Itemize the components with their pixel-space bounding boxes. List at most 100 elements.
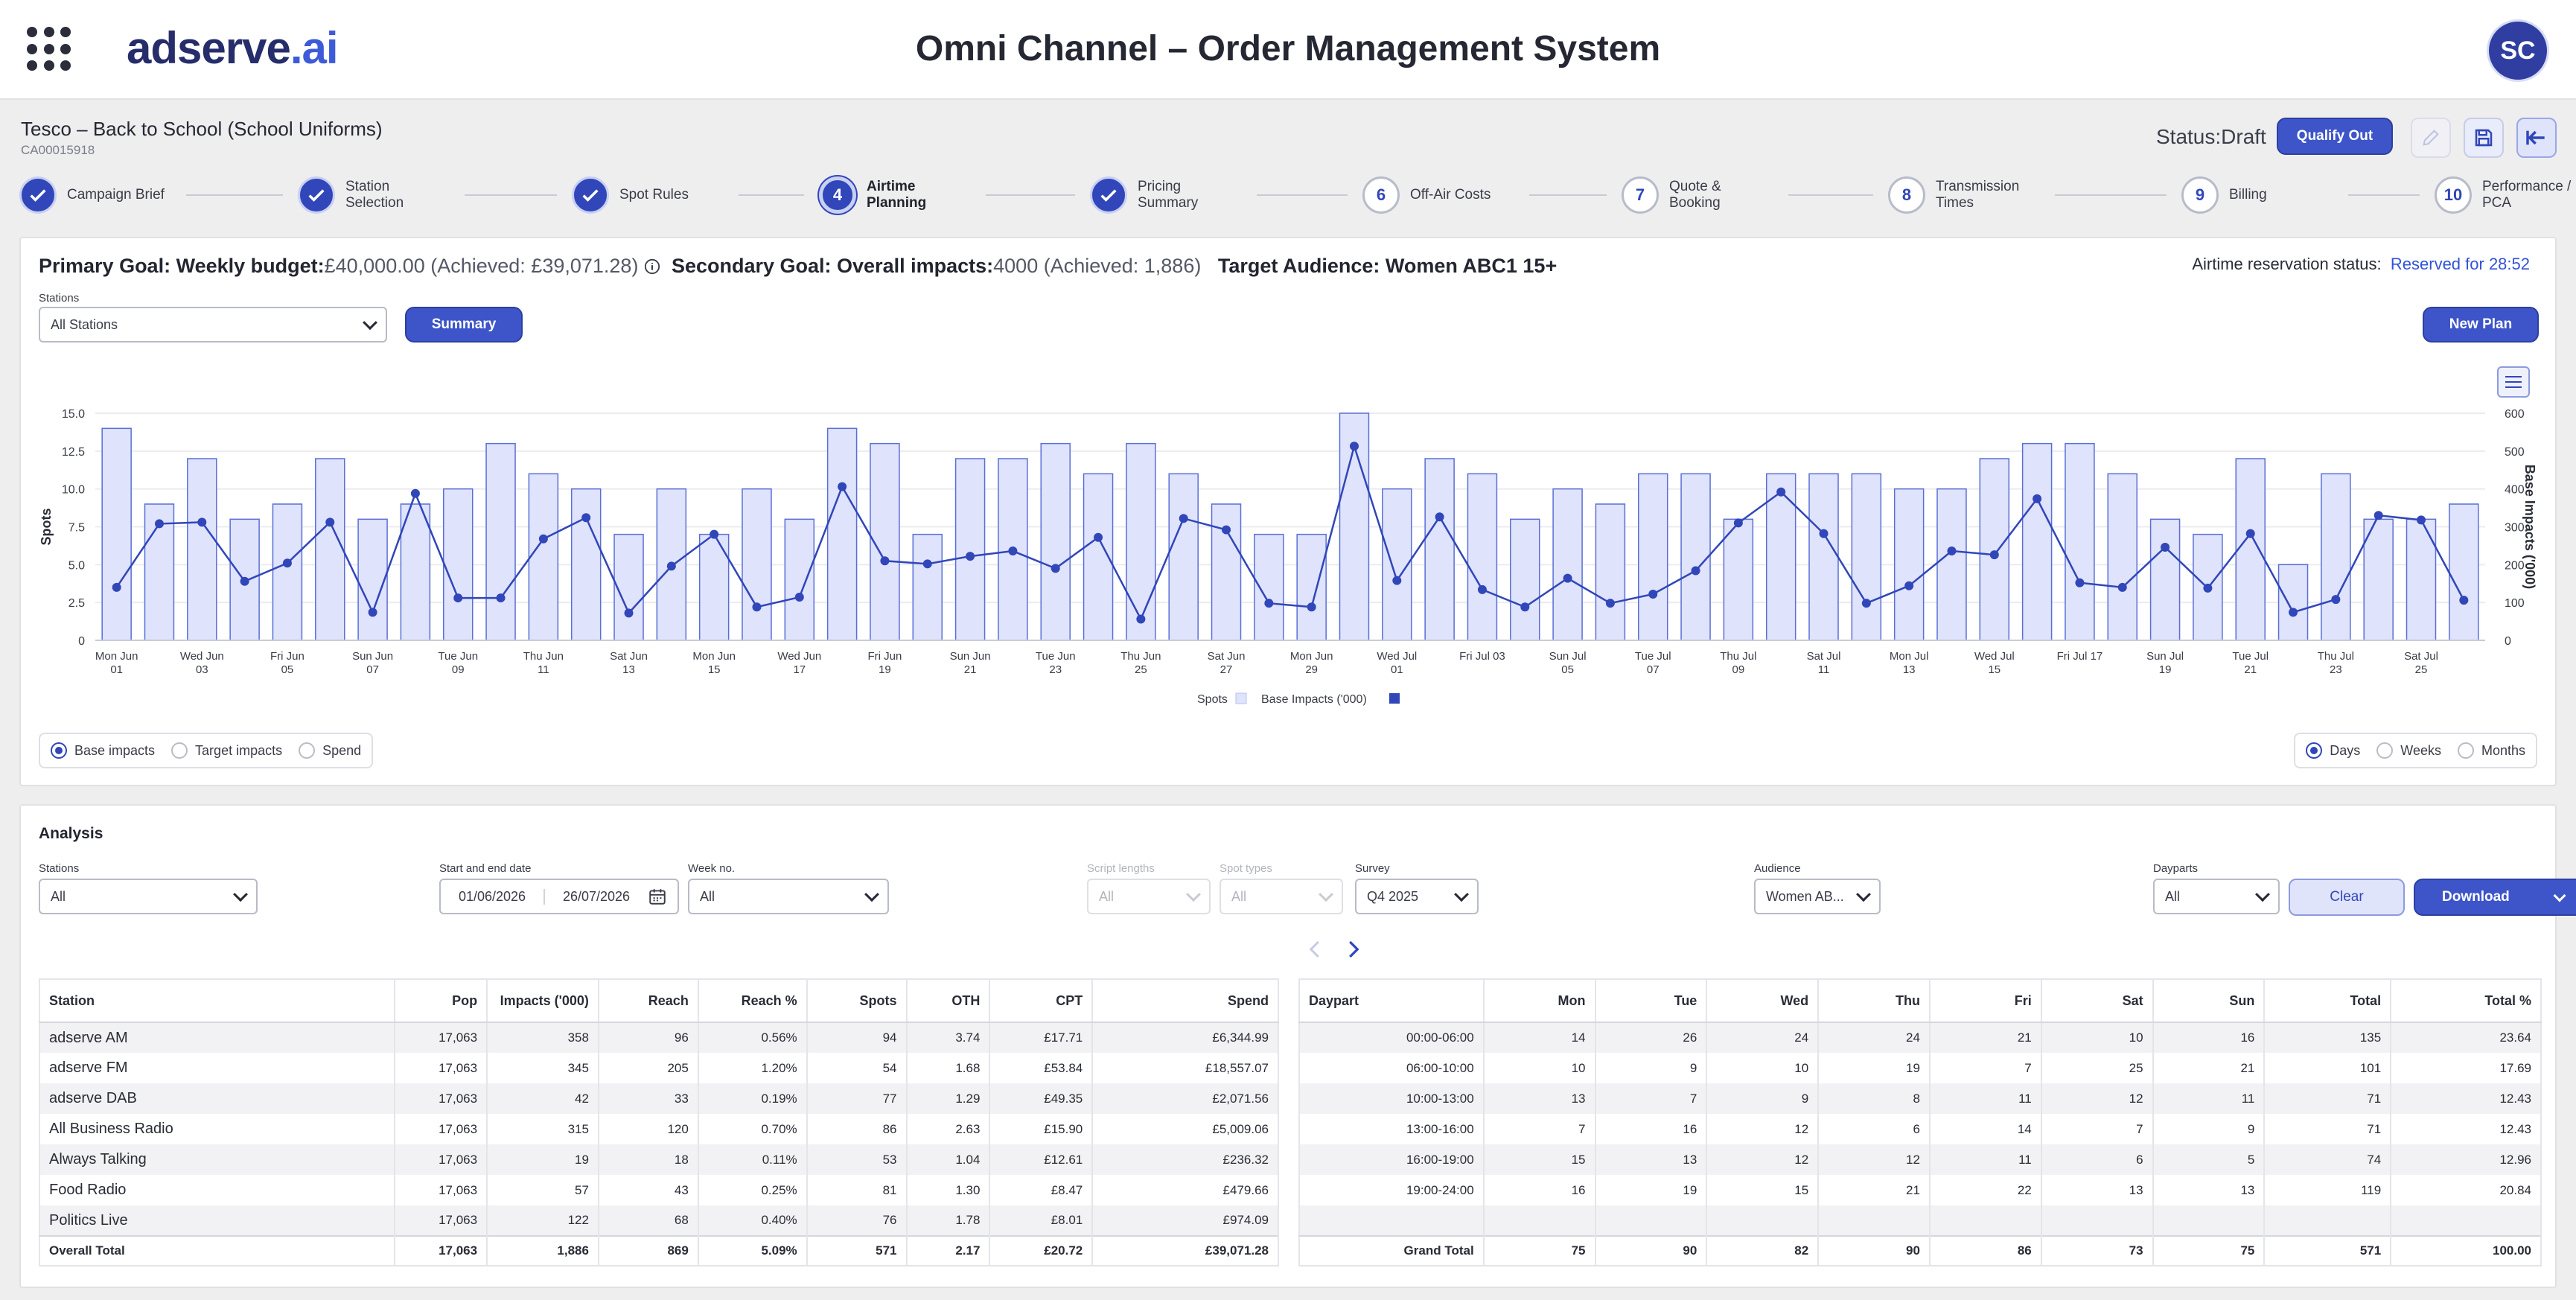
- survey-select[interactable]: Q4 2025: [1355, 879, 1479, 914]
- impacts-point: [2289, 608, 2298, 617]
- step-5[interactable]: Pricing Summary: [1090, 173, 1242, 217]
- step-7[interactable]: 7 Quote & Booking: [1622, 173, 1773, 217]
- app-launcher-icon[interactable]: [27, 27, 73, 73]
- table-cell: 5: [2152, 1144, 2266, 1175]
- total-cell: 100.00: [2391, 1235, 2542, 1266]
- table-cell: All Business Radio: [39, 1114, 396, 1144]
- column-header[interactable]: Daypart: [1299, 979, 1485, 1023]
- step-connector: [1788, 194, 1873, 196]
- impacts-point: [1819, 529, 1829, 538]
- column-header[interactable]: Reach %: [698, 979, 808, 1023]
- column-header[interactable]: Pop: [395, 979, 488, 1023]
- download-button[interactable]: Download: [2414, 879, 2576, 916]
- column-header[interactable]: Station: [39, 979, 396, 1023]
- impacts-point: [1435, 512, 1444, 522]
- chevron-right-icon[interactable]: [1342, 938, 1364, 960]
- step-1[interactable]: Campaign Brief: [19, 173, 171, 217]
- table-cell: 18: [598, 1144, 699, 1175]
- analysis-title: Analysis: [39, 825, 103, 842]
- table-cell: 13:00-16:00: [1299, 1114, 1485, 1144]
- script-lengths-select[interactable]: All: [1087, 879, 1211, 914]
- clear-filters-button[interactable]: Clear: [2289, 879, 2405, 916]
- column-header[interactable]: Tue: [1595, 979, 1708, 1023]
- chevron-left-icon[interactable]: [1304, 938, 1327, 960]
- spots-bar: [570, 488, 602, 641]
- step-4[interactable]: 4 Airtime Planning: [819, 173, 971, 217]
- column-header[interactable]: Reach: [598, 979, 699, 1023]
- column-header[interactable]: Sat: [2041, 979, 2154, 1023]
- period-radio-2[interactable]: Months: [2457, 742, 2525, 759]
- end-date-input[interactable]: 26/07/2026: [562, 888, 631, 904]
- step-10[interactable]: 10 Performance / PCA: [2435, 173, 2576, 217]
- spots-bar: [1510, 518, 1540, 641]
- period-radio-0[interactable]: Days: [2306, 742, 2360, 759]
- spots-bar: [187, 458, 217, 641]
- info-icon[interactable]: [644, 258, 660, 275]
- spots-impacts-chart: 0 0 2.5 100 5.0 200 7.5 300 10.0 400 12.5 500 15.0 60…: [39, 408, 2537, 706]
- metric-radio-0[interactable]: Base impacts: [51, 742, 155, 759]
- analysis-stations-select[interactable]: All: [39, 879, 258, 914]
- radio-dot: [299, 742, 316, 759]
- step-6[interactable]: 6 Off-Air Costs: [1362, 173, 1514, 217]
- x-tick-label: 11: [538, 663, 549, 676]
- date-range-picker[interactable]: 01/06/2026 26/07/2026: [439, 879, 679, 914]
- total-cell: Grand Total: [1299, 1235, 1485, 1266]
- step-2[interactable]: Station Selection: [298, 173, 450, 217]
- pencil-icon: [2423, 130, 2439, 146]
- stations-select[interactable]: All Stations: [39, 307, 387, 342]
- step-3[interactable]: Spot Rules: [572, 173, 724, 217]
- table-cell: 17,063: [395, 1053, 488, 1083]
- column-header[interactable]: Spots: [806, 979, 908, 1023]
- calendar-icon[interactable]: [648, 887, 667, 906]
- y-left-title: Spots: [39, 508, 54, 545]
- metric-radio-1[interactable]: Target impacts: [171, 742, 282, 759]
- step-8[interactable]: 8 Transmission Times: [1888, 173, 2040, 217]
- user-avatar[interactable]: SC: [2487, 19, 2549, 82]
- x-tick-label: 23: [2330, 663, 2342, 676]
- impacts-point: [1136, 614, 1146, 624]
- table-row: 00:00-06:00 14 26 24 24 21 10 16 135 23.64: [1299, 1022, 2542, 1053]
- x-tick-label: Sat Jun: [1208, 650, 1246, 663]
- column-header[interactable]: OTH: [906, 979, 991, 1023]
- impacts-point: [453, 593, 463, 603]
- y-left-tick: 7.5: [68, 522, 85, 535]
- back-button[interactable]: [2516, 118, 2557, 158]
- column-header[interactable]: Sun: [2152, 979, 2266, 1023]
- impacts-point: [1179, 514, 1188, 523]
- start-date-input[interactable]: 01/06/2026: [441, 888, 545, 905]
- chart-menu-icon[interactable]: [2497, 366, 2530, 398]
- column-header[interactable]: Total: [2264, 979, 2392, 1023]
- column-header[interactable]: Mon: [1483, 979, 1596, 1023]
- impacts-point: [325, 517, 335, 527]
- column-header[interactable]: CPT: [989, 979, 1094, 1023]
- step-9[interactable]: 9 Billing: [2181, 173, 2333, 217]
- table-cell: £49.35: [989, 1083, 1094, 1114]
- column-header[interactable]: Total %: [2391, 979, 2542, 1023]
- dayparts-select[interactable]: All: [2153, 879, 2280, 914]
- qualify-out-button[interactable]: Qualify Out: [2277, 118, 2393, 155]
- logo[interactable]: adserve.ai: [127, 22, 339, 74]
- week-no-select[interactable]: All: [688, 879, 889, 914]
- new-plan-button[interactable]: New Plan: [2423, 307, 2539, 342]
- step-label: Off-Air Costs: [1410, 187, 1491, 203]
- audience-select[interactable]: Women AB...: [1754, 879, 1881, 914]
- column-header[interactable]: Impacts ('000): [487, 979, 599, 1023]
- arrow-left-icon: [2526, 130, 2545, 145]
- column-header[interactable]: Wed: [1706, 979, 1820, 1023]
- table-row: Always Talking 17,063 19 18 0.11% 53 1.04 £12.6…: [39, 1144, 1279, 1175]
- column-header[interactable]: Thu: [1818, 979, 1931, 1023]
- period-radio-1[interactable]: Weeks: [2376, 742, 2441, 759]
- table-cell: £8.01: [989, 1205, 1094, 1236]
- edit-button[interactable]: [2411, 118, 2451, 158]
- save-button[interactable]: [2464, 118, 2504, 158]
- column-header[interactable]: Fri: [1929, 979, 2042, 1023]
- x-tick-label: Mon Jul: [1890, 650, 1929, 663]
- spot-types-select[interactable]: All: [1220, 879, 1343, 914]
- total-cell: 1,886: [487, 1235, 599, 1266]
- x-tick-label: Wed Jun: [777, 650, 821, 663]
- y-left-tick: 2.5: [68, 597, 85, 610]
- column-header[interactable]: Spend: [1092, 979, 1279, 1023]
- summary-button[interactable]: Summary: [405, 307, 523, 342]
- x-tick-label: 25: [1135, 663, 1147, 676]
- metric-radio-2[interactable]: Spend: [299, 742, 361, 759]
